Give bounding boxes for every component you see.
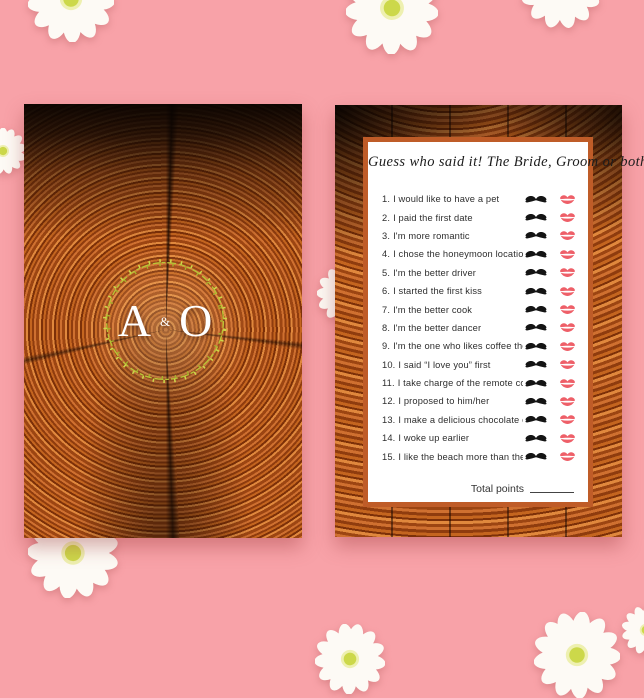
lips-icon [560, 194, 575, 204]
question-row: 15.I like the beach more than the pool [382, 447, 576, 465]
daisy-flower [521, 0, 601, 28]
lips-icon [560, 305, 575, 314]
question-text: 13.I make a delicious chocolate cake [382, 414, 523, 425]
lips-icon [560, 286, 575, 296]
question-row: 6. I started the first kiss [382, 282, 576, 300]
lips-icon [560, 397, 575, 406]
game-title: Guess who said it! The Bride, Groom or b… [368, 154, 644, 170]
mustache-icon [525, 361, 547, 368]
daisy-flower [534, 612, 620, 698]
lips-icon [560, 268, 575, 278]
game-card: Guess who said it! The Bride, Groom or b… [335, 105, 644, 537]
question-row: 1. I would like to have a pet [382, 190, 576, 208]
question-row: 13.I make a delicious chocolate cake [382, 411, 576, 429]
question-text: 8. I'm the better dancer [382, 322, 482, 333]
lips-icon [560, 213, 575, 223]
mustache-icon [525, 342, 547, 350]
daisy-flower [622, 606, 644, 654]
mustache-icon [525, 416, 547, 423]
bride-initial: A [117, 295, 151, 346]
mustache-icon [525, 434, 547, 442]
question-text: 11.I take charge of the remote control [382, 378, 523, 389]
mustache-icon [525, 306, 547, 313]
question-row: 8. I'm the better dancer [382, 319, 576, 337]
question-text: 5. I'm the better driver [382, 267, 477, 278]
lips-icon [560, 342, 575, 351]
monogram-card: A & O [24, 104, 302, 538]
mustache-icon [525, 287, 547, 295]
mustache-icon [525, 379, 547, 387]
question-text: 10. I said “I love you” first [382, 359, 491, 370]
question-row: 2. I paid the first date [382, 208, 576, 226]
total-points-label: Total points [470, 483, 524, 495]
question-row: 4. I chose the honeymoon location [382, 245, 576, 263]
groom-initial: O [179, 295, 213, 346]
daisy-flower [28, 0, 114, 42]
lips-icon [560, 433, 575, 443]
total-points-blank-line [530, 492, 574, 493]
question-text: 3. I'm more romantic [382, 230, 470, 241]
couple-monogram: A & O [92, 248, 238, 394]
mustache-icon [525, 453, 547, 460]
daisy-flower [0, 128, 26, 174]
lips-icon [560, 360, 575, 370]
laurel-wreath: A & O [92, 248, 238, 394]
lips-icon [560, 231, 575, 241]
question-row: 12. I proposed to him/her [382, 392, 576, 410]
question-text: 2. I paid the first date [382, 212, 473, 223]
question-text: 6. I started the first kiss [382, 286, 482, 297]
daisy-flower [346, 0, 438, 54]
lips-icon [560, 415, 575, 425]
question-row: 5. I'm the better driver [382, 264, 576, 282]
question-text: 14. I woke up earlier [382, 433, 470, 444]
question-row: 11.I take charge of the remote control [382, 374, 576, 392]
mustache-icon [525, 269, 547, 276]
question-row: 7. I'm the better cook [382, 300, 576, 318]
question-text: 7. I'm the better cook [382, 304, 473, 315]
question-row: 9.I'm the one who likes coffee the most [382, 337, 576, 355]
mustache-icon [525, 195, 547, 203]
daisy-flower [315, 624, 385, 694]
question-text: 4. I chose the honeymoon location [382, 249, 523, 260]
total-points: Total points [471, 483, 574, 495]
mustache-icon [525, 250, 547, 258]
question-text: 9.I'm the one who likes coffee the most [382, 341, 523, 352]
ampersand-separator: & [159, 313, 171, 329]
wreath-circle-icon [102, 258, 228, 384]
question-row: 14. I woke up earlier [382, 429, 576, 447]
lips-icon [560, 323, 575, 333]
lips-icon [560, 452, 575, 462]
question-row: 10. I said “I love you” first [382, 356, 576, 374]
mustache-icon [525, 324, 547, 331]
game-card-panel: Guess who said it! The Bride, Groom or b… [363, 137, 644, 507]
lips-icon [560, 250, 575, 259]
question-row: 3. I'm more romantic [382, 227, 576, 245]
mustache-icon [525, 214, 547, 221]
mustache-icon [525, 398, 547, 405]
question-text: 15.I like the beach more than the pool [382, 451, 523, 462]
lips-icon [560, 378, 575, 388]
question-text: 12. I proposed to him/her [382, 396, 490, 407]
question-list: 1. I would like to have a pet 2. I paid th… [382, 190, 576, 466]
question-text: 1. I would like to have a pet [382, 194, 500, 205]
mustache-icon [525, 232, 547, 239]
